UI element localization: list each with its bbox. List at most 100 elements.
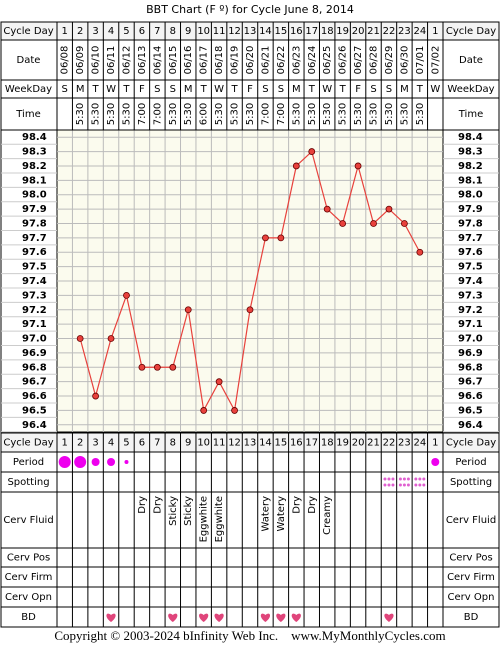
cycle-day: 14	[259, 26, 272, 37]
cycle-day: 15	[275, 438, 288, 449]
y-tick-label: 96.6	[22, 391, 47, 402]
time: 5:30	[183, 103, 194, 125]
spotting-dot	[414, 477, 418, 481]
cycle-day: 4	[108, 26, 114, 37]
cycle-day: 8	[170, 438, 176, 449]
y-tick-label: 96.6	[458, 391, 483, 402]
row-label: BD	[21, 612, 36, 623]
y-tick-label: 96.8	[22, 362, 47, 373]
row-cell	[0, 606, 500, 628]
cycle-day: 23	[398, 438, 411, 449]
cycle-day: 19	[336, 438, 349, 449]
cycle-day: 20	[352, 438, 365, 449]
cycle-day: 24	[413, 26, 426, 37]
temperature-point	[76, 335, 84, 342]
y-tick-label: 96.9	[458, 348, 483, 359]
cycle-day: 12	[228, 26, 241, 37]
temperature-point	[107, 335, 115, 342]
cycle-day: 14	[259, 438, 272, 449]
temperature-point	[200, 407, 208, 414]
y-tick-label: 97.4	[22, 276, 47, 287]
spotting-dot	[422, 483, 426, 487]
row-label: Date	[17, 55, 41, 66]
period-dot	[91, 458, 100, 466]
weekday: F	[139, 84, 145, 95]
date: 06/14	[152, 46, 163, 75]
y-tick-label: 96.8	[458, 362, 483, 373]
cycle-day: 7	[154, 438, 160, 449]
cycle-day: 8	[170, 26, 176, 37]
weekday: T	[308, 84, 316, 95]
date: 06/24	[307, 46, 318, 75]
weekday: M	[184, 84, 193, 95]
time: 5:30	[307, 103, 318, 125]
weekday: S	[370, 84, 376, 95]
row-cell	[0, 471, 500, 493]
time: 5:30	[245, 103, 256, 125]
weekday: S	[154, 84, 160, 95]
y-tick-label: 97.6	[22, 247, 47, 258]
spotting-dot	[406, 477, 410, 481]
left-temp-column	[0, 129, 58, 433]
row-cell	[0, 586, 500, 608]
date: 06/28	[369, 46, 380, 75]
time: 5:30	[384, 103, 395, 125]
period-dot	[58, 456, 71, 468]
cycle-day: 3	[92, 26, 98, 37]
date: 06/12	[121, 46, 132, 75]
bd-heart	[291, 613, 301, 622]
cycle-day: 4	[108, 438, 114, 449]
temperature-point	[246, 306, 254, 314]
weekday: T	[339, 84, 347, 95]
cycle-day: 1	[62, 438, 68, 449]
y-tick-label: 98.0	[22, 190, 47, 201]
cerv-fluid: Dry	[152, 496, 163, 514]
cycle-day: 22	[383, 438, 396, 449]
y-tick-label: 98.4	[458, 132, 483, 143]
y-tick-label: 98.3	[458, 147, 483, 158]
row-cell	[0, 39, 500, 81]
row-label: Cerv Fluid	[3, 515, 53, 526]
y-tick-label: 97.3	[22, 290, 47, 301]
row-label: Cerv Opn	[5, 592, 52, 603]
y-tick-label: 96.5	[458, 405, 483, 416]
y-tick-label: 97.5	[458, 262, 483, 273]
date: 06/16	[183, 46, 194, 75]
row-label: Cycle Day	[446, 26, 496, 37]
cycle-day: 15	[275, 26, 288, 37]
temperature-point	[92, 392, 99, 400]
y-tick-label: 96.5	[22, 405, 47, 416]
row-label: WeekDay	[447, 84, 494, 95]
cerv-fluid: Eggwhite	[199, 496, 210, 542]
temperature-point	[231, 407, 238, 414]
time: 5:30	[168, 103, 179, 125]
weekday: M	[76, 84, 85, 95]
date: 06/21	[260, 46, 271, 75]
date: 06/30	[399, 46, 410, 75]
y-tick-label: 97.4	[458, 276, 483, 287]
cycle-day: 21	[367, 438, 380, 449]
y-tick-label: 98.1	[22, 175, 47, 186]
time: 7:00	[276, 103, 287, 125]
date: 06/10	[91, 46, 102, 75]
cycle-day: 19	[336, 26, 349, 37]
cycle-day: 24	[413, 438, 426, 449]
spotting-dot	[418, 477, 422, 481]
row-label: Time	[15, 109, 40, 120]
weekday: F	[247, 84, 253, 95]
spotting-dot	[422, 477, 426, 481]
cerv-fluid: Dry	[307, 496, 318, 514]
cycle-day: 5	[123, 26, 129, 37]
y-tick-label: 98.3	[22, 147, 47, 158]
time: 5:30	[399, 103, 410, 125]
cycle-day: 9	[185, 438, 191, 449]
y-tick-label: 97.7	[22, 233, 47, 244]
y-tick-label: 96.7	[458, 377, 483, 388]
weekday: M	[400, 84, 409, 95]
period-dot	[431, 458, 440, 466]
temperature-point	[169, 363, 177, 371]
spotting-dot	[383, 483, 387, 487]
time: 5:30	[121, 103, 132, 125]
weekday: T	[122, 84, 130, 95]
weekday: W	[106, 84, 116, 95]
